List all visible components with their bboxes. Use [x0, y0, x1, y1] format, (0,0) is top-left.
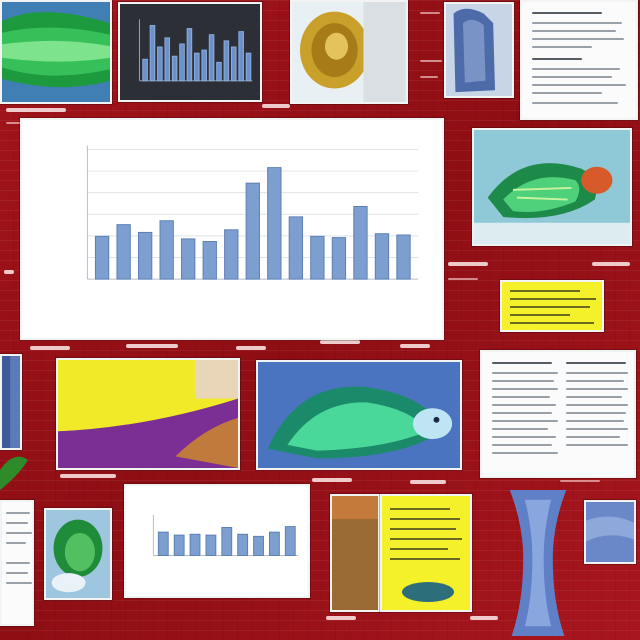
document-middle-right	[480, 350, 636, 478]
dark-chart-bar-13	[230, 46, 237, 82]
small-chart-bar-8	[268, 531, 280, 556]
small-chart-bar-5	[221, 526, 233, 556]
main-chart-bar-1	[94, 235, 110, 280]
main-chart-bar-10	[288, 216, 304, 280]
small-chart-bar-4	[205, 534, 217, 556]
bird-large-image	[256, 360, 462, 470]
dark-chart-bar-7	[186, 28, 193, 82]
main-chart-bar-15	[396, 234, 411, 280]
blue-figure-image	[444, 2, 514, 98]
main-chart-bar-2	[116, 224, 131, 280]
dark-chart-bar-14	[238, 31, 244, 82]
blue-vase-left	[0, 354, 22, 450]
dark-chart-bar-8	[194, 52, 200, 82]
dark-chart-bar-9	[201, 49, 207, 82]
dark-chart-bar-3	[157, 46, 163, 82]
dark-chart-bar-11	[216, 61, 222, 82]
main-chart-bar-11	[310, 235, 325, 280]
yellow-note-bottom	[380, 494, 472, 612]
fish-figure	[402, 582, 454, 602]
blue-fabric-image	[584, 500, 636, 564]
dark-chart-bar-1	[142, 58, 148, 82]
dark-chart-bar-2	[149, 25, 156, 82]
dark-chart-bar-12	[223, 40, 230, 82]
small-chart-bar-3	[189, 533, 201, 556]
main-chart-bar-3	[137, 231, 153, 280]
main-chart-bar-14	[374, 233, 390, 280]
parrot-image	[472, 128, 632, 246]
small-chart-bar-2	[173, 534, 185, 556]
document-bottom-left	[0, 500, 34, 626]
main-chart-bar-4	[159, 220, 174, 280]
main-chart-bar-6	[202, 240, 217, 280]
dark-chart-bar-6	[179, 43, 185, 82]
main-chart-bar-12	[331, 237, 347, 280]
dark-chart-bar-15	[245, 52, 252, 82]
small-chart-bar-7	[253, 535, 264, 556]
leaf-decoration	[0, 456, 28, 490]
dark-chart-bar-10	[208, 34, 215, 82]
main-chart-bar-13	[353, 206, 368, 280]
dark-bar-chart	[118, 2, 262, 102]
main-chart-bar-7	[224, 229, 239, 280]
green-wave-image	[0, 0, 112, 104]
dark-chart-bar-5	[171, 55, 178, 82]
main-chart-bar-8	[245, 182, 260, 280]
main-chart-bar-5	[181, 238, 196, 280]
small-chart-bar-9	[284, 526, 296, 556]
document-top-right	[520, 0, 638, 120]
bird-small-image	[44, 508, 112, 600]
yellow-purple-image	[56, 358, 240, 470]
small-bar-chart	[124, 484, 310, 598]
main-bar-chart	[20, 118, 444, 340]
small-chart-bar-1	[157, 531, 169, 556]
yellow-note-right	[500, 280, 604, 332]
shell-image	[290, 0, 408, 104]
small-chart-bar-6	[237, 533, 249, 556]
brown-texture-image	[330, 494, 380, 612]
dark-chart-bar-4	[164, 37, 171, 82]
main-chart-bar-9	[267, 167, 282, 280]
blue-vase-bottom	[504, 488, 572, 638]
